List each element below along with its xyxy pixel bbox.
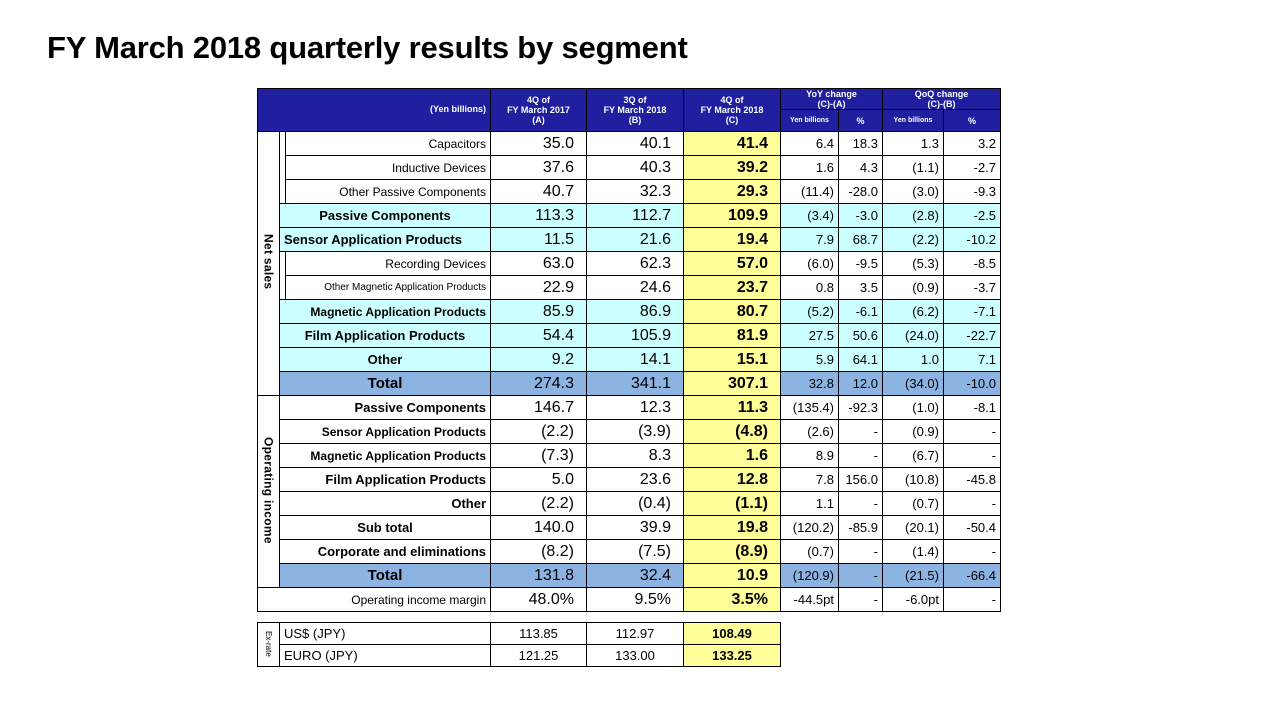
table-row: Sensor Application Products 11.5 21.6 19… bbox=[258, 227, 1002, 252]
col-b-header: 3Q of FY March 2018 (B) bbox=[586, 88, 684, 132]
qoq-header: QoQ change (C)-(B) bbox=[881, 88, 1002, 110]
table-row: Magnetic Application Products (7.3) 8.3 … bbox=[258, 443, 1002, 468]
table-row: Inductive Devices 37.6 40.3 39.2 1.6 4.3… bbox=[258, 155, 1002, 180]
table-row: Sensor Application Products (2.2) (3.9) … bbox=[258, 419, 1002, 444]
table-row: Other (2.2) (0.4) (1.1) 1.1 - (0.7) - bbox=[258, 491, 1002, 516]
net-sales-section-label: Net sales bbox=[257, 131, 280, 396]
segment-results-table: (Yen billions) 4Q of FY March 2017 (A) 3… bbox=[257, 88, 1002, 612]
ex-rate-label: Ex-rate bbox=[257, 622, 280, 667]
table-row: Other Magnetic Application Products 22.9… bbox=[258, 275, 1002, 300]
table-row: Corporate and eliminations (8.2) (7.5) (… bbox=[258, 539, 1002, 564]
header-row-top: (Yen billions) 4Q of FY March 2017 (A) 3… bbox=[257, 88, 1002, 132]
table-row: Sub total 140.0 39.9 19.8 (120.2) -85.9 … bbox=[258, 515, 1002, 540]
table-row: Other Passive Components 40.7 32.3 29.3 … bbox=[258, 179, 1002, 204]
table-row: Film Application Products 54.4 105.9 81.… bbox=[258, 323, 1002, 348]
table-row: Ex-rate US$ (JPY) 113.85 112.97 108.49 bbox=[257, 622, 781, 667]
table-row: Operating income Passive Components 146.… bbox=[257, 395, 1002, 588]
operating-income-section-label: Operating income bbox=[257, 395, 280, 588]
operating-income-total-row: Total 131.8 32.4 10.9 (120.9) - (21.5) -… bbox=[258, 563, 1002, 588]
table-row: EURO (JPY) 121.25 133.00 133.25 bbox=[258, 644, 781, 667]
qoq-pct-header: % bbox=[942, 109, 1002, 132]
table-row: Other 9.2 14.1 15.1 5.9 64.1 1.0 7.1 bbox=[258, 347, 1002, 372]
yoy-header: YoY change (C)-(A) bbox=[780, 88, 883, 110]
qoq-yen-header: Yen billions bbox=[882, 109, 944, 132]
yoy-yen-header: Yen billions bbox=[780, 109, 839, 132]
table-row: Passive Components 113.3 112.7 109.9 (3.… bbox=[258, 203, 1002, 228]
col-c-header: 4Q of FY March 2018 (C) bbox=[683, 88, 781, 132]
col-a-header: 4Q of FY March 2017 (A) bbox=[490, 88, 587, 132]
exchange-rate-table: Ex-rate US$ (JPY) 113.85 112.97 108.49 E… bbox=[257, 622, 781, 667]
table-row: Net sales Capacitors 35.0 40.1 41.4 6.4 … bbox=[257, 131, 1002, 396]
table-row: Film Application Products 5.0 23.6 12.8 … bbox=[258, 467, 1002, 492]
operating-margin-row: Operating income margin 48.0% 9.5% 3.5% … bbox=[257, 587, 1002, 612]
table-row: Recording Devices 63.0 62.3 57.0 (6.0) -… bbox=[258, 251, 1002, 276]
unit-label: (Yen billions) bbox=[257, 88, 491, 132]
page-title: FY March 2018 quarterly results by segme… bbox=[47, 30, 688, 65]
yoy-pct-header: % bbox=[838, 109, 883, 132]
table-row: Magnetic Application Products 85.9 86.9 … bbox=[258, 299, 1002, 324]
net-sales-total-row: Total 274.3 341.1 307.1 32.8 12.0 (34.0)… bbox=[258, 371, 1002, 396]
